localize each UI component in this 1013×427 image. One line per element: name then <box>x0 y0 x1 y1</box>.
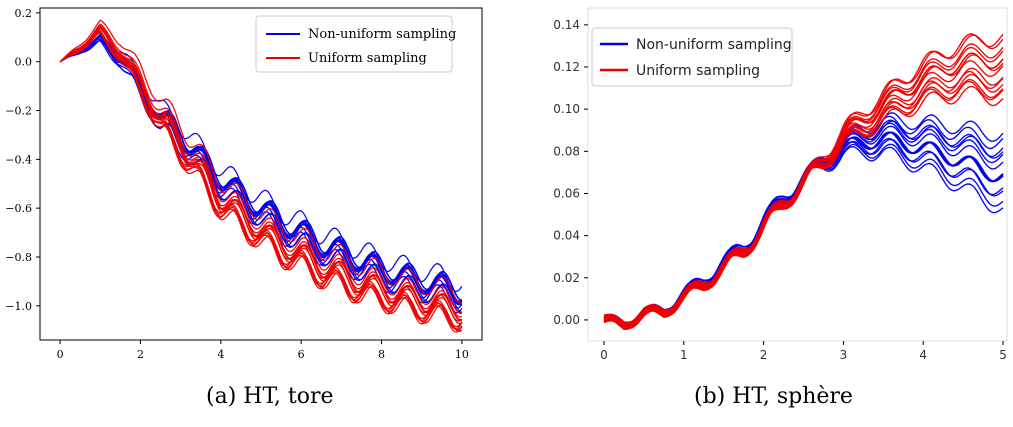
panel-b-line-uniform-sampling-12 <box>603 78 1004 330</box>
panel-b-line-uniform-sampling-11 <box>603 52 1004 326</box>
panel-a-xtick-label: 4 <box>217 348 224 361</box>
panel-a-frame <box>39 7 483 341</box>
panel-b-line-uniform-sampling-10 <box>603 60 1004 328</box>
panel-b-ytick-label: 0.14 <box>553 18 580 32</box>
panel-b-xtick-label: 3 <box>840 348 848 362</box>
panel-a-line-uniform-sampling-6 <box>59 24 463 318</box>
panel-b-line-non-uniform-sampling-2 <box>603 143 1004 329</box>
panel-a-line-uniform-sampling-11 <box>59 25 463 321</box>
panel-b-xtick-label: 0 <box>600 348 608 362</box>
panel-b-ytick-label: 0.12 <box>553 60 580 74</box>
panel-b-line-uniform-sampling-7 <box>603 85 1004 330</box>
panel-b-line-non-uniform-sampling-9 <box>603 131 1004 327</box>
panel-b-sphere: 0 1 2 3 4 5 0.00 0.02 0.04 0.06 0.08 0.10 0.12 0.14 N… <box>553 7 1008 362</box>
panel-b-ytick-label: 0.06 <box>553 186 580 200</box>
panel-b-legend-label-non-uniform: Non-uniform sampling <box>636 37 792 53</box>
panel-a-line-uniform-sampling-3 <box>59 23 463 314</box>
panel-a-legend-box <box>255 15 453 73</box>
panel-a-line-uniform-sampling-2 <box>59 26 463 322</box>
panel-a-xtick-label: 8 <box>378 348 385 361</box>
panel-a-ytick-label: −0.8 <box>5 251 32 264</box>
panel-a-ytick-label: −1.0 <box>5 300 32 313</box>
panel-b-ytick-label: 0.04 <box>553 229 580 243</box>
panel-b-line-non-uniform-sampling-3 <box>603 131 1004 326</box>
panel-a-line-non-uniform-sampling-5 <box>59 37 463 309</box>
panel-b-series <box>603 33 1004 330</box>
panel-a-line-non-uniform-sampling-4 <box>59 34 463 303</box>
panel-a-xtick-label: 2 <box>137 348 144 361</box>
panel-b-ytick-label: 0.08 <box>553 144 580 158</box>
panel-a-series <box>59 19 463 333</box>
panel-a-line-uniform-sampling-9 <box>59 31 463 333</box>
panel-a-line-uniform-sampling-1 <box>59 19 462 304</box>
panel-a-line-non-uniform-sampling-11 <box>59 31 463 293</box>
panel-a-line-non-uniform-sampling-0 <box>59 35 463 305</box>
panel-a-legend-label-uniform: Uniform sampling <box>308 51 427 66</box>
panel-b-line-non-uniform-sampling-11 <box>603 120 1004 325</box>
panel-b-legend-box <box>591 27 793 87</box>
panel-a-ytick-label: 0.0 <box>15 56 33 69</box>
panel-a-line-uniform-sampling-8 <box>59 27 463 325</box>
panel-b-xtick-label: 2 <box>760 348 768 362</box>
panel-a-line-non-uniform-sampling-8 <box>59 33 463 301</box>
caption-b: (b) HT, sphère <box>694 384 853 409</box>
panel-b-axes: 0 1 2 3 4 5 0.00 0.02 0.04 0.06 0.08 0.10 0.12 0.14 <box>553 18 1007 362</box>
panel-b-line-uniform-sampling-13 <box>603 34 1004 324</box>
panel-b-frame <box>587 7 1008 342</box>
panel-a-line-non-uniform-sampling-6 <box>59 33 463 302</box>
panel-b-legend-label-uniform: Uniform sampling <box>636 63 760 79</box>
panel-b-line-uniform-sampling-3 <box>603 67 1004 328</box>
panel-a-axes: 0 2 4 6 8 10 0.2 0.0 −0.2 −0.4 −0.6 −0.8 −1.0 <box>5 7 469 361</box>
panel-b-line-uniform-sampling-6 <box>603 70 1004 329</box>
panel-a-line-non-uniform-sampling-3 <box>59 40 463 314</box>
panel-b-ytick-label: 0.10 <box>553 102 580 116</box>
panel-b-xtick-label: 1 <box>680 348 688 362</box>
panel-b-line-non-uniform-sampling-8 <box>603 131 1004 328</box>
panel-b-line-uniform-sampling-9 <box>603 80 1004 330</box>
panel-b-line-non-uniform-sampling-7 <box>603 131 1004 327</box>
panel-b-ytick-label: 0.02 <box>553 271 580 285</box>
panel-b-line-uniform-sampling-4 <box>603 73 1004 328</box>
panel-a-ytick-label: −0.4 <box>5 153 32 166</box>
panel-b-line-uniform-sampling-8 <box>603 52 1004 326</box>
panel-b-xtick-label: 5 <box>999 348 1007 362</box>
panel-b-legend: Non-uniform sampling Uniform sampling <box>591 27 793 87</box>
panel-a-legend: Non-uniform sampling Uniform sampling <box>255 15 456 73</box>
panel-a-line-non-uniform-sampling-9 <box>59 34 463 303</box>
panel-b-ytick-label: 0.00 <box>553 313 580 327</box>
caption-a: (a) HT, tore <box>206 384 334 409</box>
panel-a-line-non-uniform-sampling-10 <box>59 38 463 314</box>
panel-a-tore: 0 2 4 6 8 10 0.2 0.0 −0.2 −0.4 −0.6 −0.8 −1.0 Non-un… <box>5 7 483 361</box>
panel-a-legend-label-non-uniform: Non-uniform sampling <box>308 27 456 42</box>
panel-b-xtick-label: 4 <box>919 348 927 362</box>
panel-a-line-uniform-sampling-0 <box>59 30 463 332</box>
panel-a-xtick-label: 0 <box>57 348 64 361</box>
panel-a-line-non-uniform-sampling-2 <box>59 35 463 306</box>
panel-a-line-non-uniform-sampling-7 <box>59 35 462 305</box>
panel-b-line-non-uniform-sampling-1 <box>603 119 1004 325</box>
panel-a-xtick-label: 10 <box>455 348 469 361</box>
panel-a-ytick-label: −0.2 <box>5 105 32 118</box>
panel-a-ytick-label: 0.2 <box>15 7 33 20</box>
panel-a-ytick-label: −0.6 <box>5 202 32 215</box>
panel-a-xtick-label: 6 <box>298 348 305 361</box>
